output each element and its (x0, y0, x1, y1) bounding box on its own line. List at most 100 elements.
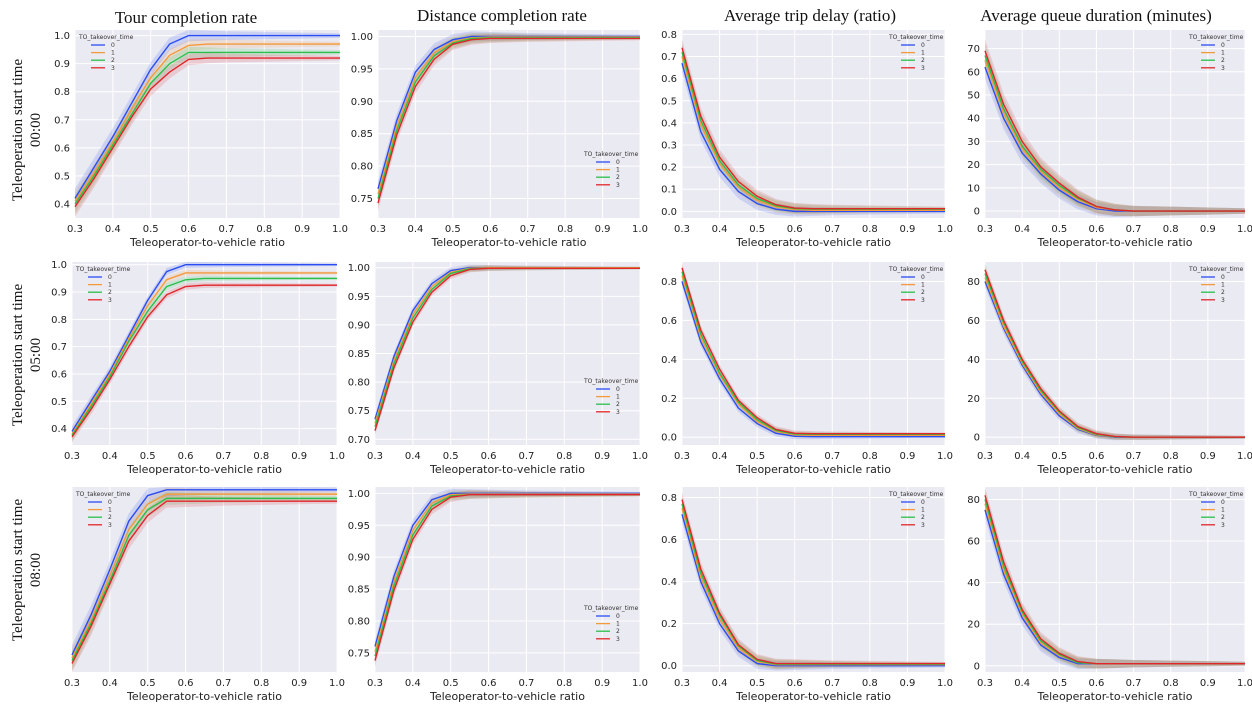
legend-label-3: 3 (616, 409, 620, 416)
x-tick-label: 0.6 (178, 678, 194, 689)
series-line-3 (681, 267, 945, 435)
x-tick-label: 0.3 (367, 678, 383, 689)
y-tick-label: 0.8 (661, 277, 677, 288)
y-tick-label: 0.4 (661, 355, 677, 366)
y-tick-label: 0.80 (348, 378, 370, 389)
plot-area (682, 262, 945, 445)
series-line-1 (71, 493, 337, 659)
series-line-3 (71, 500, 337, 664)
x-axis-label: Teleoperator-to-vehicle ratio (429, 690, 585, 703)
y-tick-label: 0.5 (661, 96, 677, 107)
y-tick-label: 60 (967, 316, 980, 327)
column-title-tour-completion: Tour completion rate (115, 8, 257, 27)
x-tick-label: 0.7 (824, 451, 840, 462)
y-tick-label: 40 (967, 114, 980, 125)
plot-area (72, 487, 337, 672)
legend-label-2: 2 (1221, 57, 1225, 64)
x-tick-label: 0.7 (1126, 451, 1142, 462)
row-title-line2: 08:00 (28, 553, 44, 587)
legend-title: TO_takeover_time (583, 151, 639, 158)
y-tick-label: 0.95 (348, 521, 370, 532)
chart-panel-r2c1: 0.3 0.4 0.5 0.6 0.7 0.8 0.9 1.0 0.75 0.80 0.85 0.90… (348, 487, 648, 703)
plot-area (375, 487, 640, 672)
y-tick-label: 0.8 (54, 87, 70, 98)
y-tick-label: 0.4 (661, 577, 677, 588)
plot-area (985, 30, 1245, 218)
x-tick-label: 0.9 (291, 451, 307, 462)
y-tick-label: 20 (967, 620, 980, 631)
x-tick-label: 0.6 (181, 224, 197, 235)
y-tick-label: 0.0 (661, 661, 677, 672)
x-tick-label: 0.8 (1163, 678, 1179, 689)
series-line-0 (681, 514, 945, 667)
legend-label-1: 1 (111, 50, 115, 57)
series-line-3 (74, 57, 340, 208)
plot-area (682, 30, 945, 218)
x-tick-label: 0.6 (787, 678, 803, 689)
series-line-2 (71, 277, 337, 436)
series-line-3 (377, 37, 640, 204)
y-tick-label: 1.0 (54, 31, 70, 42)
y-tick-label: 0.8 (661, 493, 677, 504)
x-tick-label: 0.8 (253, 678, 269, 689)
x-tick-label: 0.9 (1200, 451, 1216, 462)
y-tick-label: 0.2 (661, 163, 677, 174)
x-tick-label: 0.4 (102, 451, 118, 462)
x-tick-label: 0.8 (1163, 224, 1179, 235)
plot-area (985, 487, 1245, 672)
x-tick-label: 0.9 (899, 224, 915, 235)
y-tick-label: 0.1 (661, 185, 677, 196)
legend-label-1: 1 (616, 167, 620, 174)
x-tick-label: 0.7 (215, 451, 231, 462)
x-axis-label: Teleoperator-to-vehicle ratio (735, 690, 891, 703)
series-line-3 (71, 284, 337, 438)
legend-label-0: 0 (616, 386, 620, 393)
series-line-2 (71, 497, 337, 661)
legend-label-3: 3 (108, 297, 112, 304)
row-title-line2: 00:00 (28, 113, 44, 147)
column-title-trip-delay: Average trip delay (ratio) (724, 6, 896, 25)
legend-title: TO_takeover_time (78, 34, 134, 41)
legend-label-1: 1 (1221, 282, 1225, 289)
y-tick-label: 0.6 (661, 316, 677, 327)
series-line-0 (71, 489, 337, 656)
y-tick-label: 0.9 (54, 59, 70, 70)
x-tick-label: 1.0 (332, 224, 348, 235)
x-axis-label: Teleoperator-to-vehicle ratio (1037, 236, 1193, 249)
row-title-line2: 05:00 (28, 338, 44, 372)
y-tick-label: 0.75 (348, 406, 370, 417)
x-tick-label: 0.9 (899, 678, 915, 689)
x-tick-label: 0.4 (1014, 224, 1030, 235)
x-tick-label: 0.6 (178, 451, 194, 462)
x-axis-label: Teleoperator-to-vehicle ratio (431, 236, 587, 249)
legend-label-3: 3 (616, 182, 620, 189)
y-tick-label: 0.4 (51, 424, 67, 435)
y-tick-label: 0.7 (51, 342, 67, 353)
y-tick-label: 80 (967, 495, 980, 506)
x-tick-label: 0.4 (102, 678, 118, 689)
legend-label-0: 0 (1221, 274, 1225, 281)
x-tick-label: 0.4 (407, 224, 423, 235)
legend-title: TO_takeover_time (75, 266, 131, 273)
series-line-3 (374, 267, 640, 431)
legend-label-0: 0 (111, 42, 115, 49)
x-tick-label: 0.5 (1051, 451, 1067, 462)
legend-label-1: 1 (108, 282, 112, 289)
row-title-0000: Teleoperation start time 00:00 (10, 59, 44, 202)
y-tick-label: 0.5 (54, 171, 70, 182)
confidence-band-series-2 (985, 267, 1245, 440)
y-tick-label: 0.7 (54, 115, 70, 126)
x-tick-label: 1.0 (937, 224, 953, 235)
y-tick-label: 0.6 (51, 369, 67, 380)
series-line-0 (71, 264, 337, 432)
x-tick-label: 0.8 (862, 678, 878, 689)
chart-panel-r0c1: 0.3 0.4 0.5 0.6 0.7 0.8 0.9 1.0 0.75 0.80 0.85 0.90… (351, 30, 648, 249)
legend-label-2: 2 (616, 628, 620, 635)
legend-label-1: 1 (921, 507, 925, 514)
x-tick-label: 0.9 (595, 224, 611, 235)
y-tick-label: 0.6 (54, 143, 70, 154)
